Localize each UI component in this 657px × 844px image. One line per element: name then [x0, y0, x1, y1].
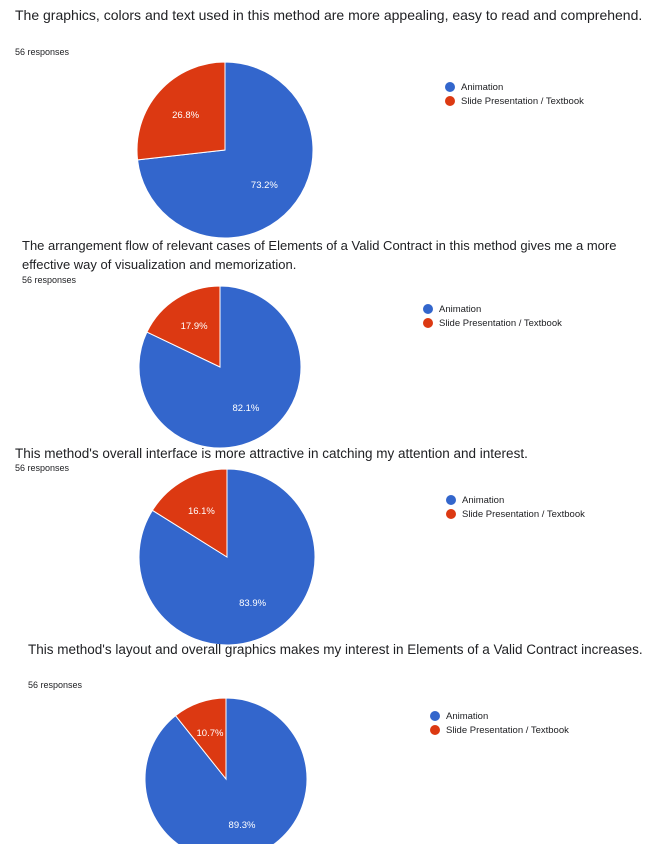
question-title: The arrangement flow of relevant cases o…: [22, 238, 617, 272]
pie-slice-slide: [174, 697, 227, 781]
legend-item-slide: Slide Presentation / Textbook: [430, 723, 569, 737]
slice-value-label: 89.3%: [229, 820, 256, 831]
legend-item-slide: Slide Presentation / Textbook: [423, 316, 562, 330]
question-title: This method's overall interface is more …: [15, 446, 528, 461]
pie-slice-slide: [151, 468, 228, 558]
legend-swatch-slide: [445, 96, 455, 106]
chart-legend: Animation Slide Presentation / Textbook: [423, 302, 562, 330]
legend-swatch-slide: [446, 509, 456, 519]
legend-swatch-animation: [445, 82, 455, 92]
legend-label: Animation: [461, 81, 504, 93]
legend-swatch-animation: [423, 304, 433, 314]
slice-value-label: 16.1%: [188, 506, 215, 517]
legend-label: Animation: [462, 494, 505, 506]
pie-chart: 82.1% 17.9%: [138, 285, 302, 449]
legend-item-slide: Slide Presentation / Textbook: [446, 507, 585, 521]
pie-slice-slide: [146, 285, 221, 368]
legend-item-animation: Animation: [445, 80, 584, 94]
slice-value-label: 82.1%: [232, 403, 259, 414]
response-count: 56 responses: [15, 463, 70, 473]
legend-item-animation: Animation: [430, 709, 569, 723]
pie-chart: 83.9% 16.1%: [138, 468, 316, 646]
legend-swatch-slide: [423, 318, 433, 328]
pie-chart: 73.2% 26.8%: [136, 61, 314, 239]
question-title: The graphics, colors and text used in th…: [15, 7, 643, 23]
response-count: 56 responses: [22, 275, 77, 285]
slice-value-label: 73.2%: [251, 180, 278, 191]
legend-item-animation: Animation: [446, 493, 585, 507]
legend-label: Animation: [446, 710, 489, 722]
legend-swatch-animation: [446, 495, 456, 505]
legend-label: Animation: [439, 303, 482, 315]
legend-item-animation: Animation: [423, 302, 562, 316]
legend-swatch-slide: [430, 725, 440, 735]
slice-value-label: 10.7%: [197, 728, 224, 739]
legend-item-slide: Slide Presentation / Textbook: [445, 94, 584, 108]
legend-label: Slide Presentation / Textbook: [462, 508, 585, 520]
response-count: 56 responses: [15, 47, 70, 57]
legend-swatch-animation: [430, 711, 440, 721]
chart-legend: Animation Slide Presentation / Textbook: [430, 709, 569, 737]
chart-legend: Animation Slide Presentation / Textbook: [445, 80, 584, 108]
question-title: This method's layout and overall graphic…: [28, 642, 643, 657]
legend-label: Slide Presentation / Textbook: [439, 317, 562, 329]
pie-slice-slide: [136, 61, 226, 161]
legend-label: Slide Presentation / Textbook: [446, 724, 569, 736]
slice-value-label: 83.9%: [239, 598, 266, 609]
slice-value-label: 26.8%: [172, 110, 199, 121]
response-count: 56 responses: [28, 680, 83, 690]
chart-legend: Animation Slide Presentation / Textbook: [446, 493, 585, 521]
legend-label: Slide Presentation / Textbook: [461, 95, 584, 107]
slice-value-label: 17.9%: [181, 321, 208, 332]
